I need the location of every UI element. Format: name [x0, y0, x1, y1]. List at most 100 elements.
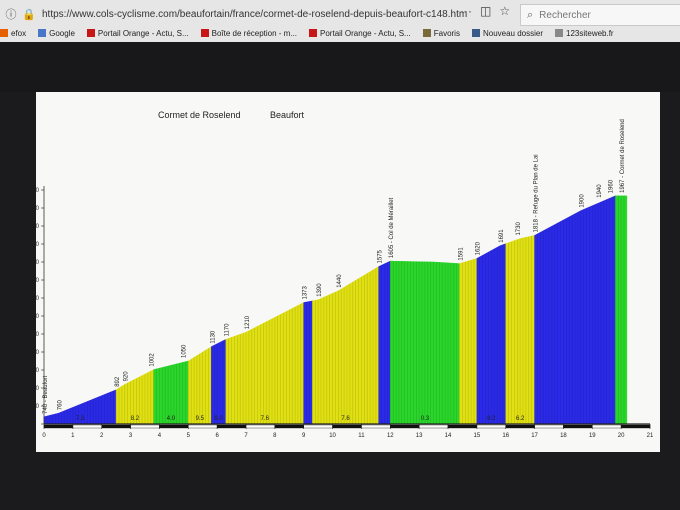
- url-text[interactable]: https://www.cols-cyclisme.com/beaufortai…: [42, 8, 468, 20]
- y-tick-label: 1500: [36, 278, 40, 284]
- x-tick-label: 11: [358, 433, 365, 439]
- km-band: [447, 424, 478, 429]
- bookmark-item[interactable]: Nouveau dossier: [471, 28, 544, 38]
- x-tick-label: 0: [42, 433, 46, 439]
- bookmark-item[interactable]: efox: [0, 29, 26, 38]
- x-tick-label: 17: [531, 433, 538, 439]
- x-tick-label: 2: [100, 433, 104, 439]
- x-tick-label: 16: [502, 433, 509, 439]
- profile-segment: [211, 338, 227, 425]
- elevation-annotation: 740 - Beaufort: [43, 375, 49, 413]
- y-tick-label: 800: [36, 404, 40, 410]
- elevation-profile-chart: Cormet de Roselend Beaufort 0 1 2 3 4 5 6 7 8 9 10…: [36, 110, 654, 439]
- x-tick-label: 12: [387, 433, 394, 439]
- elevation-annotation: 1940: [597, 184, 603, 198]
- search-placeholder: Rechercher: [539, 9, 591, 21]
- bookmark-item[interactable]: Boîte de réception - m...: [200, 28, 298, 38]
- elevation-annotation: 1130: [210, 330, 216, 344]
- y-tick-label: 1800: [36, 224, 40, 230]
- x-tick-label: 15: [474, 433, 481, 439]
- folder-icon: [422, 29, 431, 37]
- km-band: [245, 424, 276, 429]
- pocket-icon[interactable]: ◫: [480, 4, 492, 18]
- x-tick-label: 13: [416, 433, 423, 439]
- star-icon[interactable]: ☆: [499, 4, 511, 18]
- mail-icon: [200, 29, 209, 37]
- bookmark-item[interactable]: Favoris: [422, 29, 460, 38]
- profile-segment: [303, 300, 313, 425]
- site-icon: [555, 29, 564, 37]
- monitor-bezel-top: [0, 42, 680, 92]
- x-tick-label: 3: [129, 433, 133, 439]
- elevation-annotation: 1440: [337, 274, 343, 288]
- elevation-annotation: 1002: [150, 353, 156, 367]
- chart-subtitle: Beaufort: [270, 110, 305, 120]
- orange-icon: [309, 29, 318, 37]
- search-box[interactable]: ⌕ Rechercher: [520, 4, 680, 26]
- km-band: [592, 424, 622, 429]
- elevation-annotation: 1170: [225, 323, 231, 337]
- km-band: [534, 424, 564, 429]
- x-tick-label: 9: [302, 433, 306, 439]
- km-band: [216, 424, 247, 429]
- orange-icon: [86, 29, 95, 37]
- segment-grade-label: 8.2: [487, 416, 496, 422]
- y-tick-label: 1300: [36, 314, 40, 320]
- segment-grade-label: 9.5: [196, 416, 205, 422]
- url-bar[interactable]: ⓘ 🔒 https://www.cols-cyclisme.com/beaufo…: [0, 4, 680, 24]
- y-tick-label: 2000: [36, 188, 40, 194]
- bookmark-item[interactable]: Portail Orange - Actu, S...: [309, 29, 411, 38]
- x-tick-label: 6: [215, 433, 219, 439]
- elevation-annotation: 1967 - Cormet de Roselend: [620, 119, 626, 193]
- bookmark-label: Portail Orange - Actu, S...: [97, 28, 189, 38]
- elevation-annotation: 1620: [476, 241, 482, 255]
- elevation-annotation: 1591: [458, 247, 464, 261]
- x-tick-label: 5: [187, 433, 191, 439]
- bookmark-item[interactable]: Google: [38, 29, 75, 38]
- lock-icon: 🔒: [22, 8, 36, 21]
- km-band: [418, 424, 449, 429]
- km-band: [390, 424, 420, 429]
- elevation-annotation: 1960: [609, 179, 615, 193]
- km-band: [188, 424, 218, 429]
- x-tick-label: 4: [158, 433, 162, 439]
- segment-grade-label: 7.6: [261, 416, 270, 422]
- x-tick-label: 8: [273, 433, 277, 439]
- x-tick-label: 1: [71, 433, 75, 439]
- bookmark-item[interactable]: Portail Orange - Actu, S...: [86, 28, 189, 38]
- km-band: [130, 424, 160, 429]
- km-band: [361, 424, 391, 429]
- more-icon[interactable]: ···: [460, 4, 472, 18]
- elevation-annotation: 760: [57, 400, 63, 411]
- x-tick-label: 10: [329, 433, 336, 439]
- segment-grade-label: 7.6: [341, 416, 350, 422]
- y-tick-label: 1200: [36, 332, 40, 338]
- elevation-annotation: 1210: [245, 315, 251, 329]
- y-tick-label: 1700: [36, 242, 40, 248]
- browser-chrome: ⓘ 🔒 https://www.cols-cyclisme.com/beaufo…: [0, 0, 680, 42]
- y-tick-label: 1900: [36, 206, 40, 212]
- bookmark-label: 123siteweb.fr: [566, 28, 614, 38]
- y-tick-label: 1600: [36, 260, 40, 266]
- elevation-annotation: 920: [124, 371, 130, 382]
- bookmark-label: Boîte de réception - m...: [211, 28, 298, 38]
- km-band: [332, 424, 362, 429]
- firefox-icon: [0, 29, 8, 37]
- info-icon[interactable]: ⓘ: [5, 9, 17, 21]
- elevation-annotation: 1575: [378, 249, 384, 263]
- elevation-annotation: 1050: [181, 344, 187, 358]
- bookmark-item[interactable]: 123siteweb.fr: [555, 29, 614, 38]
- chart-title: Cormet de Roselend: [158, 110, 241, 120]
- bookmark-label: efox: [11, 28, 27, 38]
- bookmark-label: Nouveau dossier: [482, 28, 544, 38]
- km-band: [620, 424, 651, 429]
- elevation-annotation: 1373: [303, 285, 309, 299]
- y-tick-label: 1400: [36, 296, 40, 302]
- elevation-annotation: 892: [115, 376, 121, 387]
- km-band: [43, 424, 74, 429]
- km-band: [101, 424, 131, 429]
- x-tick-label: 21: [647, 433, 654, 439]
- segment-grade-label: 6.2: [516, 416, 525, 422]
- y-tick-label: 900: [36, 386, 40, 392]
